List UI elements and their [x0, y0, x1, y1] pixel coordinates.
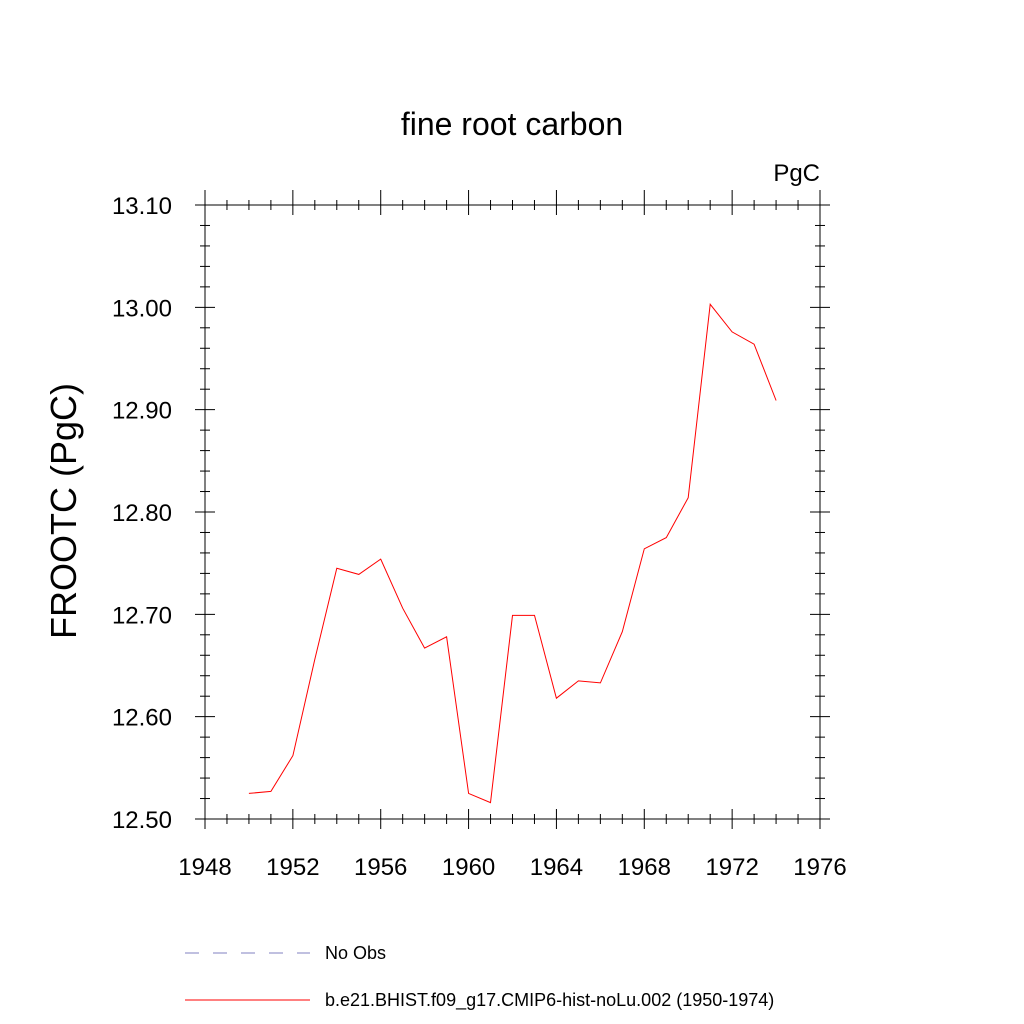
x-tick-label: 1948 — [178, 854, 231, 881]
y-tick-label: 12.60 — [112, 705, 172, 732]
series-line-model — [249, 304, 776, 802]
chart-title: fine root carbon — [401, 106, 623, 142]
x-tick-label: 1956 — [354, 854, 407, 881]
x-tick-label: 1964 — [530, 854, 583, 881]
legend-label-model: b.e21.BHIST.f09_g17.CMIP6-hist-noLu.002 … — [325, 990, 774, 1011]
x-tick-label: 1952 — [266, 854, 319, 881]
legend: No Obs b.e21.BHIST.f09_g17.CMIP6-hist-no… — [185, 943, 774, 1011]
plot-area: 12.50 12.60 12.70 12.80 12.90 13.00 13.10 1948… — [112, 190, 847, 881]
y-axis-label: FROOTC (PgC) — [43, 383, 84, 639]
y-tick-label: 12.70 — [112, 602, 172, 629]
plot-frame — [205, 205, 820, 819]
y-tick-label: 13.10 — [112, 193, 172, 220]
x-tick-label: 1960 — [442, 854, 495, 881]
axis-ticks — [195, 190, 830, 829]
series-group — [249, 304, 776, 802]
x-tick-labels: 1948 1952 1956 1960 1964 1968 1972 1976 — [178, 854, 846, 881]
y-tick-label: 12.50 — [112, 807, 172, 834]
y-tick-labels: 12.50 12.60 12.70 12.80 12.90 13.00 13.10 — [112, 193, 172, 834]
units-label: PgC — [773, 160, 820, 187]
y-tick-label: 12.90 — [112, 398, 172, 425]
x-tick-label: 1976 — [793, 854, 846, 881]
legend-label-no-obs: No Obs — [325, 943, 386, 963]
x-tick-label: 1968 — [618, 854, 671, 881]
y-tick-label: 13.00 — [112, 295, 172, 322]
y-tick-label: 12.80 — [112, 500, 172, 527]
x-tick-label: 1972 — [705, 854, 758, 881]
